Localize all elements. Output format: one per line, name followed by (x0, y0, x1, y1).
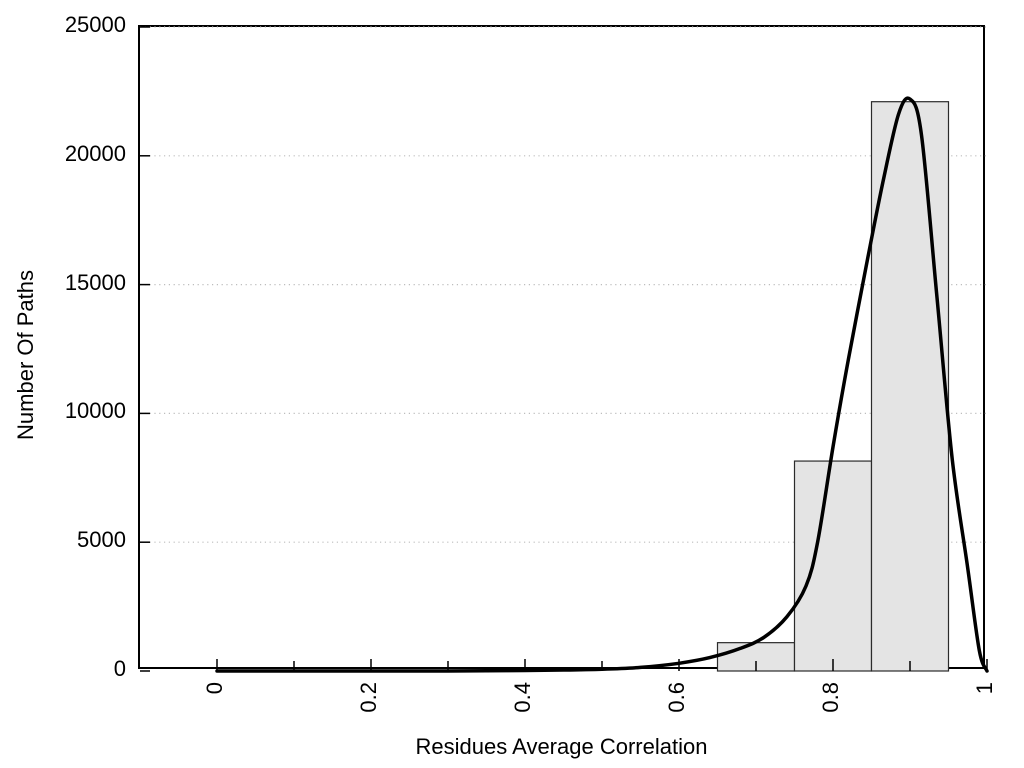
plot-area (138, 25, 989, 673)
y-tick-label: 10000 (64, 398, 126, 424)
x-axis-title: Residues Average Correlation (415, 734, 708, 759)
histogram-bar (793, 460, 873, 672)
histogram-bar (870, 101, 950, 672)
y-tick-label: 15000 (64, 269, 126, 295)
y-tick-label: 5000 (77, 527, 126, 553)
density-curve (215, 96, 989, 673)
y-tick-label: 20000 (64, 140, 126, 166)
y-tick-label: 0 (113, 656, 126, 681)
plot-canvas (140, 26, 989, 673)
y-tick-label: 25000 (64, 12, 126, 37)
